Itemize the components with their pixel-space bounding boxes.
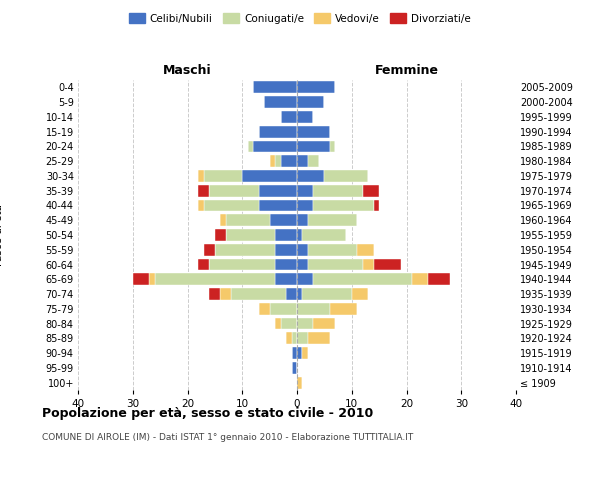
Bar [259,126,297,138]
Bar [308,244,357,256]
Bar [209,258,275,270]
Bar [308,258,363,270]
Bar [428,274,451,285]
Bar [313,185,363,196]
Bar [297,332,308,344]
Bar [199,200,204,211]
Bar [281,111,297,123]
Text: Femmine: Femmine [374,64,439,77]
Bar [308,156,319,167]
Bar [232,288,286,300]
Bar [275,274,297,285]
Bar [220,288,232,300]
Bar [297,376,302,388]
Bar [297,96,325,108]
Bar [297,274,313,285]
Bar [297,303,330,314]
Bar [292,362,297,374]
Bar [308,214,357,226]
Bar [275,258,297,270]
Bar [286,288,297,300]
Bar [363,185,379,196]
Bar [297,170,325,182]
Bar [297,156,308,167]
Bar [275,229,297,241]
Legend: Celibi/Nubili, Coniugati/e, Vedovi/e, Divorziati/e: Celibi/Nubili, Coniugati/e, Vedovi/e, Di… [126,10,474,26]
Text: Maschi: Maschi [163,64,212,77]
Bar [286,332,292,344]
Bar [155,274,275,285]
Bar [275,156,281,167]
Bar [264,96,297,108]
Bar [352,288,368,300]
Bar [269,156,275,167]
Bar [297,244,308,256]
Bar [220,214,226,226]
Bar [302,347,308,359]
Bar [297,111,313,123]
Bar [209,185,259,196]
Bar [302,288,352,300]
Bar [215,229,226,241]
Bar [297,347,302,359]
Bar [226,229,275,241]
Bar [204,244,215,256]
Bar [281,156,297,167]
Bar [209,288,220,300]
Bar [313,274,412,285]
Bar [275,244,297,256]
Bar [275,318,281,330]
Y-axis label: Fasce di età: Fasce di età [0,204,4,266]
Bar [292,332,297,344]
Bar [259,185,297,196]
Bar [374,258,401,270]
Bar [313,318,335,330]
Bar [269,303,297,314]
Bar [325,170,368,182]
Bar [199,258,209,270]
Bar [313,200,374,211]
Bar [357,244,374,256]
Bar [374,200,379,211]
Bar [363,258,374,270]
Bar [297,126,330,138]
Bar [308,332,330,344]
Bar [297,214,308,226]
Bar [297,318,313,330]
Bar [269,214,297,226]
Bar [281,318,297,330]
Bar [297,140,330,152]
Bar [204,200,259,211]
Bar [199,185,209,196]
Bar [253,82,297,94]
Bar [215,244,275,256]
Bar [297,229,302,241]
Text: COMUNE DI AIROLE (IM) - Dati ISTAT 1° gennaio 2010 - Elaborazione TUTTITALIA.IT: COMUNE DI AIROLE (IM) - Dati ISTAT 1° ge… [42,432,413,442]
Bar [259,200,297,211]
Bar [253,140,297,152]
Bar [297,288,302,300]
Bar [412,274,428,285]
Bar [330,140,335,152]
Bar [302,229,346,241]
Bar [259,303,269,314]
Bar [133,274,149,285]
Bar [199,170,204,182]
Bar [248,140,253,152]
Bar [297,185,313,196]
Bar [242,170,297,182]
Text: Popolazione per età, sesso e stato civile - 2010: Popolazione per età, sesso e stato civil… [42,408,373,420]
Bar [297,258,308,270]
Bar [204,170,242,182]
Bar [297,200,313,211]
Bar [330,303,357,314]
Bar [149,274,155,285]
Bar [226,214,269,226]
Bar [292,347,297,359]
Bar [297,82,335,94]
